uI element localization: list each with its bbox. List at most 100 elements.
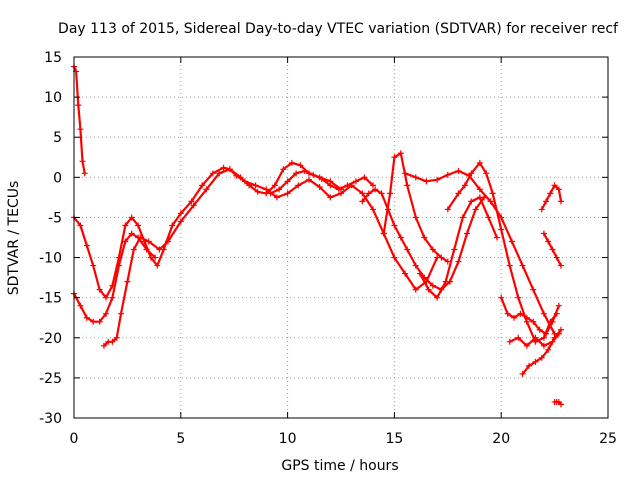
data-point <box>538 354 545 361</box>
data-point <box>117 310 124 317</box>
data-point <box>551 334 558 341</box>
y-tick-label: -30 <box>39 411 62 427</box>
data-point <box>404 246 411 253</box>
data-point <box>498 294 505 301</box>
y-axis-label: SDTVAR / TECUs <box>6 181 22 296</box>
data-point <box>280 166 287 173</box>
data-point <box>412 174 419 181</box>
data-point <box>508 238 515 245</box>
data-point <box>276 186 283 193</box>
y-tick-label: 15 <box>44 50 62 66</box>
y-tick-label: -20 <box>39 331 62 347</box>
data-point <box>489 190 496 197</box>
data-point <box>288 159 295 166</box>
data-point <box>327 194 334 201</box>
data-point <box>177 210 184 217</box>
series-arc-b <box>71 164 441 301</box>
data-point <box>284 178 291 185</box>
data-point <box>103 294 110 301</box>
data-point <box>293 170 300 177</box>
data-point <box>359 190 366 197</box>
series-line <box>382 152 449 263</box>
data-point <box>169 222 176 229</box>
data-point <box>344 182 351 189</box>
data-point <box>370 206 377 213</box>
data-point <box>455 190 462 197</box>
data-point <box>90 262 97 269</box>
series-line <box>72 166 439 299</box>
data-point <box>81 170 88 177</box>
data-point <box>523 342 530 349</box>
data-point <box>327 182 334 189</box>
x-tick-label: 15 <box>385 431 403 447</box>
data-point <box>128 230 135 237</box>
series-arc-e <box>267 167 377 197</box>
data-point <box>90 318 97 325</box>
data-point <box>372 186 379 193</box>
x-tick-label: 5 <box>176 431 185 447</box>
data-point <box>404 182 411 189</box>
data-point <box>540 342 547 349</box>
data-point <box>391 254 398 261</box>
x-tick-label: 25 <box>599 431 617 447</box>
data-point <box>558 262 565 269</box>
data-point <box>75 102 82 109</box>
data-point <box>83 314 90 321</box>
data-point <box>83 242 90 249</box>
data-point <box>545 238 552 245</box>
data-point <box>130 246 137 253</box>
data-point <box>318 175 325 182</box>
data-point <box>438 254 445 261</box>
data-point <box>515 334 522 341</box>
data-point <box>135 222 142 229</box>
data-point <box>555 302 562 309</box>
data-point <box>545 346 552 353</box>
gridlines <box>74 57 608 418</box>
data-point <box>295 182 302 189</box>
data-point <box>553 254 560 261</box>
data-point <box>100 342 107 349</box>
data-point <box>543 330 550 337</box>
data-point <box>451 246 458 253</box>
data-point <box>547 190 554 197</box>
data-point <box>506 262 513 269</box>
data-point <box>359 198 366 205</box>
y-tick-labels: 15 10 5 0 -5 -10 -15 -20 -25 -30 <box>39 50 62 427</box>
data-point <box>254 188 261 195</box>
data-point <box>423 178 430 185</box>
data-point <box>412 286 419 293</box>
data-point <box>220 164 227 171</box>
series-arc-g <box>380 150 451 265</box>
series-line <box>72 65 86 175</box>
data-point <box>77 302 84 309</box>
data-point <box>485 214 492 221</box>
x-tick-labels: 0 5 10 15 20 25 <box>70 431 617 447</box>
data-point <box>412 262 419 269</box>
data-point <box>476 186 483 193</box>
series-line <box>102 161 343 347</box>
series-arc-m <box>519 326 565 377</box>
data-point <box>115 262 122 269</box>
data-point <box>397 234 404 241</box>
chart-title: Day 113 of 2015, Sidereal Day-to-day VTE… <box>58 21 619 37</box>
y-tick-label: 5 <box>53 130 62 146</box>
data-point <box>391 222 398 229</box>
data-point <box>487 198 494 205</box>
data-point <box>519 370 526 377</box>
data-point <box>96 318 103 325</box>
data-point <box>442 278 449 285</box>
series-arc-d <box>100 159 344 349</box>
data-point <box>190 202 197 209</box>
data-point <box>540 310 547 317</box>
data-point <box>273 194 280 201</box>
data-point <box>378 190 385 197</box>
x-axis-label: GPS time / hours <box>281 458 398 474</box>
data-point <box>124 278 131 285</box>
x-tick-label: 0 <box>70 431 79 447</box>
data-point <box>425 286 432 293</box>
data-point <box>305 176 312 183</box>
y-tick-label: 0 <box>53 170 62 186</box>
data-point <box>113 334 120 341</box>
data-point <box>558 401 565 408</box>
series-arc-p <box>551 398 565 408</box>
